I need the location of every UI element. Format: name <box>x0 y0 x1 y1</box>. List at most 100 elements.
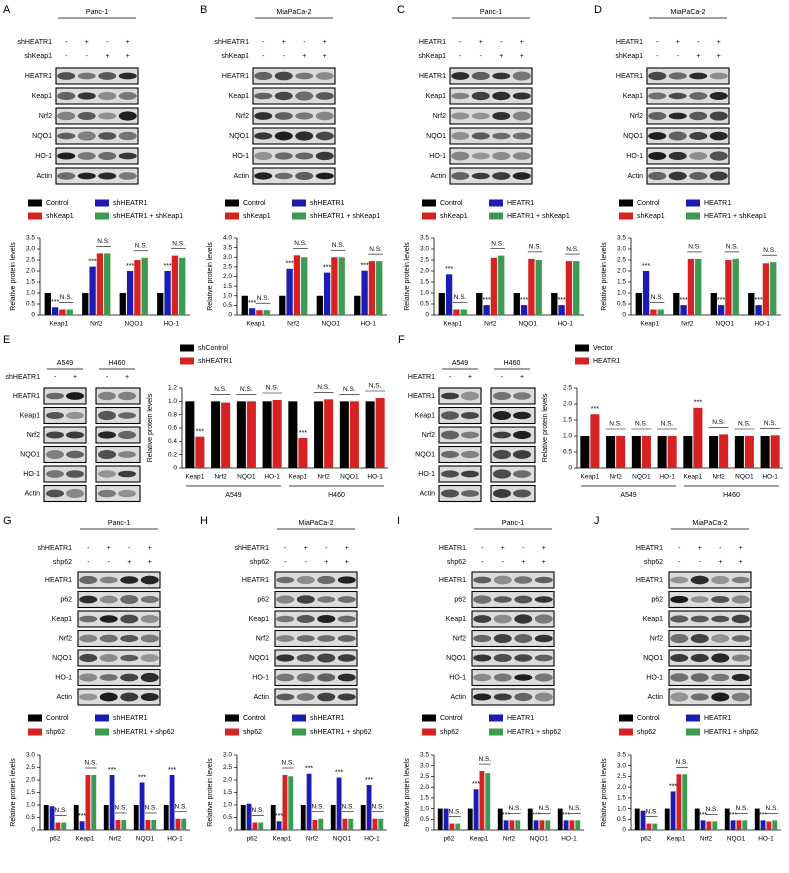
condition-name: shHEATR1 <box>215 39 250 46</box>
blot-box <box>646 167 730 185</box>
blot-band <box>57 111 76 121</box>
bar <box>263 310 270 315</box>
bar <box>513 293 520 315</box>
blot-band <box>512 132 531 140</box>
significance: N.S. <box>294 240 307 247</box>
blot-band <box>513 392 531 400</box>
bar <box>467 808 473 830</box>
blot-band <box>79 634 98 643</box>
y-tick-label: 2.0 <box>617 268 626 275</box>
condition-sign: + <box>345 559 349 566</box>
blot-band <box>99 595 118 604</box>
blot-band <box>670 615 689 623</box>
blot-band <box>461 450 479 459</box>
blot-box <box>471 649 555 667</box>
y-tick-label: 1.5 <box>420 795 429 802</box>
protein-label: Nrf2 <box>453 635 466 642</box>
significance: N.S. <box>569 805 582 812</box>
condition-sign: - <box>677 53 680 60</box>
condition-sign: + <box>126 53 130 60</box>
blot-band <box>98 112 117 120</box>
blot-band <box>731 692 750 702</box>
legend-label: HEATR1 <box>704 200 731 207</box>
blot-band <box>731 635 750 642</box>
x-tick-label: NQO1 <box>716 321 735 328</box>
protein-label: Nrf2 <box>256 635 269 642</box>
protein-label: HEATR1 <box>222 73 249 80</box>
bar <box>252 822 258 830</box>
condition-sign: - <box>678 559 681 566</box>
bar <box>258 822 264 830</box>
blot-band <box>441 430 459 440</box>
bar <box>375 398 385 468</box>
bar <box>646 823 652 830</box>
x-tick-label: Keap1 <box>683 474 702 481</box>
blot-band <box>690 615 709 623</box>
significance: N.S. <box>688 244 701 251</box>
y-tick-label: 3.0 <box>223 254 232 261</box>
blot-band <box>315 92 334 100</box>
blot-band <box>493 596 512 603</box>
condition-name: shKeap1 <box>615 53 643 60</box>
y-tick-label: 1.5 <box>223 283 232 290</box>
blot-band <box>46 450 64 459</box>
protein-label: Nrf2 <box>59 635 72 642</box>
bar <box>79 821 85 830</box>
blot-band <box>711 595 730 604</box>
bar <box>453 309 460 315</box>
bar <box>115 820 121 830</box>
blot-band <box>461 470 479 478</box>
blot-band <box>471 71 490 81</box>
x-tick-label: Keap1 <box>443 321 462 328</box>
significance: N.S. <box>55 807 68 814</box>
bar <box>279 295 286 315</box>
blot-band <box>77 92 96 100</box>
bar <box>652 823 658 830</box>
blot-band <box>473 576 492 584</box>
protein-label: HO-1 <box>23 471 40 478</box>
condition-sign: + <box>323 39 327 46</box>
bar <box>760 820 766 830</box>
x-tick-label: Keap1 <box>667 836 686 843</box>
blot-box <box>449 67 533 85</box>
significance: N.S. <box>172 240 185 247</box>
blot-band <box>534 634 553 643</box>
bar <box>121 820 127 830</box>
y-tick-label: 3.5 <box>617 752 626 759</box>
blot-band <box>493 614 512 624</box>
y-axis-label: Relative protein levels <box>404 242 411 311</box>
bar <box>179 257 186 315</box>
bar <box>683 436 693 468</box>
blot-band <box>492 151 511 161</box>
protein-label: Keap1 <box>426 93 446 100</box>
bar <box>673 293 680 315</box>
protein-label: HO-1 <box>626 153 643 160</box>
blot-band <box>731 595 750 604</box>
protein-label: NQO1 <box>623 133 643 140</box>
bar <box>590 414 600 468</box>
blot-band <box>513 489 531 498</box>
blot-band <box>276 615 295 623</box>
legend-swatch <box>225 199 239 207</box>
condition-sign: + <box>739 545 743 552</box>
blot-band <box>689 152 708 160</box>
bar <box>318 818 324 830</box>
blot-band <box>493 673 512 682</box>
bar <box>139 782 145 830</box>
blot-box <box>668 571 752 589</box>
y-tick-label: 0 <box>173 465 177 472</box>
condition-sign: - <box>87 545 90 552</box>
blot-band <box>668 131 687 141</box>
bar <box>664 808 670 830</box>
blot-band <box>118 111 137 121</box>
condition-sign: + <box>542 545 546 552</box>
protein-label: NQO1 <box>643 655 663 662</box>
bar <box>631 436 641 468</box>
x-tick-label: NQO1 <box>136 836 155 843</box>
condition-name: HEATR1 <box>419 39 446 46</box>
bar <box>286 268 293 315</box>
condition-sign: + <box>468 374 472 381</box>
blot-band <box>690 596 709 603</box>
blot-band <box>46 470 64 478</box>
bar <box>732 258 739 315</box>
